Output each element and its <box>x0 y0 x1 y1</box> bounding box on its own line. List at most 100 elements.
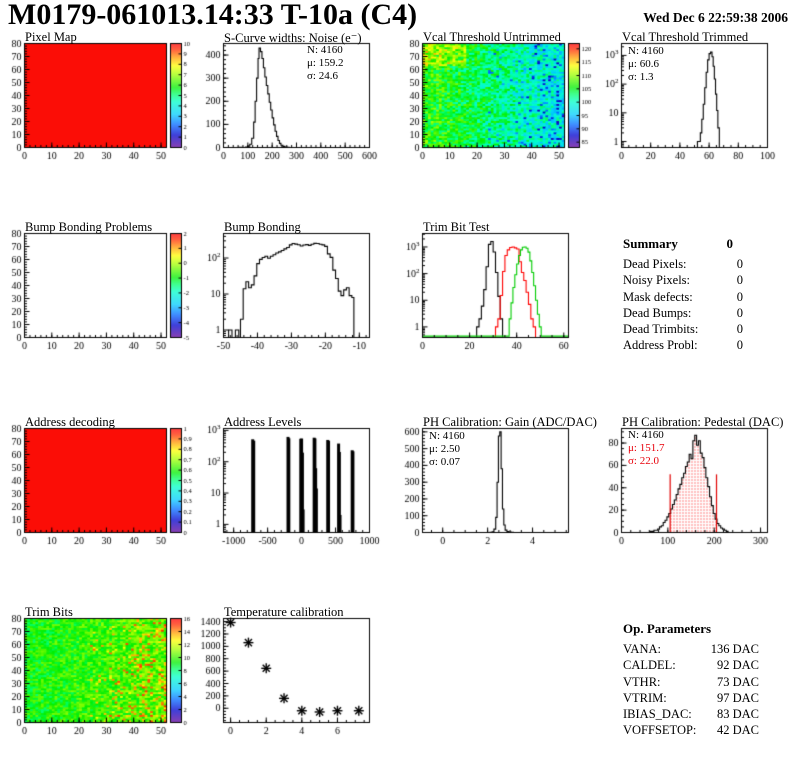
trim-bits-chart <box>0 605 199 740</box>
op-param-value: 97 DAC <box>716 690 759 705</box>
op-param-value: 73 DAC <box>716 674 759 689</box>
stat-mean: μ: 159.2 <box>307 57 344 69</box>
stats-box: N: 4160 μ: 2.50 σ: 0.07 <box>429 430 465 469</box>
op-param-value: 83 DAC <box>716 707 759 722</box>
address-decoding-chart <box>0 415 199 550</box>
stat-mean: μ: 60.6 <box>628 58 659 70</box>
stats-box: N: 4160 μ: 159.2 σ: 24.6 <box>307 44 343 83</box>
stat-entries: N: 4160 <box>628 429 664 441</box>
bump-bonding-chart <box>199 220 398 355</box>
summary-row: Address Probl: 0 <box>623 337 743 353</box>
summary-label: Noisy Pixels: <box>623 273 691 288</box>
plot-title: S-Curve widths: Noise (e⁻) <box>224 31 362 45</box>
op-param-label: VTHR: <box>623 674 661 689</box>
op-param-label: CALDEL: <box>623 658 676 673</box>
plot-title: Trim Bits <box>25 605 73 619</box>
plot-title: Temperature calibration <box>224 605 344 619</box>
plot-title: PH Calibration: Gain (ADC/DAC) <box>423 415 597 429</box>
timestamp: Wed Dec 6 22:59:38 2006 <box>643 10 788 25</box>
op-param-row: VTHR: 73 DAC <box>623 674 759 690</box>
plot-title: Trim Bit Test <box>423 220 490 234</box>
plot-cell-temperature-calibration: Temperature calibration <box>199 605 398 757</box>
summary-row: Dead Pixels: 0 <box>623 256 743 272</box>
address-levels-chart <box>199 415 398 550</box>
summary-total: 0 <box>726 236 734 251</box>
plot-cell-vcal-trimmed: Vcal Threshold Trimmed N: 4160 μ: 60.6 σ… <box>597 30 796 182</box>
op-param-label: VANA: <box>623 642 661 656</box>
plot-cell-trimbit-test: Trim Bit Test <box>398 220 597 372</box>
plot-title: Pixel Map <box>25 30 77 44</box>
summary-value: 0 <box>736 322 743 337</box>
summary-label: Dead Pixels: <box>623 257 687 271</box>
ph-gain-chart <box>398 415 597 550</box>
plot-title: Vcal Threshold Trimmed <box>622 30 749 44</box>
summary-value: 0 <box>736 257 743 271</box>
op-param-row: VTRIM: 97 DAC <box>623 690 759 706</box>
stat-mean: μ: 151.7 <box>628 442 665 454</box>
op-param-row: VANA: 136 DAC <box>623 641 759 657</box>
plot-cell-address-levels: Address Levels <box>199 415 398 567</box>
plot-cell-vcal-untrimmed: Vcal Threshold Untrimmed <box>398 30 597 182</box>
stat-sigma: σ: 22.0 <box>628 455 659 467</box>
plot-cell-address-decoding: Address decoding <box>0 415 199 567</box>
stat-sigma: σ: 0.07 <box>429 456 460 468</box>
ph-pedestal-chart <box>597 415 796 550</box>
op-param-value: 42 DAC <box>716 723 759 738</box>
stat-sigma: σ: 1.3 <box>628 71 654 83</box>
summary-label: Address Probl: <box>623 338 698 353</box>
op-param-label: VOFFSETOP: <box>623 723 697 738</box>
plot-title: PH Calibration: Pedestal (DAC) <box>622 415 784 429</box>
stat-entries: N: 4160 <box>628 45 664 57</box>
summary-title: Summary <box>623 236 678 251</box>
summary-label: Dead Bumps: <box>623 305 692 320</box>
pixel-map-chart <box>0 30 199 165</box>
op-param-row: IBIAS_DAC: 83 DAC <box>623 706 759 722</box>
temperature-calibration-chart <box>199 605 398 740</box>
summary-value: 0 <box>736 338 743 353</box>
summary-label: Dead Trimbits: <box>623 322 699 337</box>
op-param-value: 136 DAC <box>710 642 759 656</box>
plot-title: Vcal Threshold Untrimmed <box>423 30 561 44</box>
stat-entries: N: 4160 <box>307 44 343 56</box>
plot-cell-bump-problems: Bump Bonding Problems <box>0 220 199 372</box>
plot-title: Address decoding <box>25 415 115 429</box>
plot-cell-ph-gain: PH Calibration: Gain (ADC/DAC) N: 4160 μ… <box>398 415 597 567</box>
stat-sigma: σ: 24.6 <box>307 70 338 82</box>
summary-value: 0 <box>736 273 743 288</box>
plot-title: Bump Bonding Problems <box>25 220 153 234</box>
summary-header: Summary 0 <box>623 236 733 252</box>
bump-problems-chart <box>0 220 199 355</box>
plot-title: Bump Bonding <box>224 220 301 234</box>
summary-row: Dead Trimbits: 0 <box>623 321 743 337</box>
plot-cell-bump-bonding: Bump Bonding <box>199 220 398 372</box>
plot-cell-ph-pedestal: PH Calibration: Pedestal (DAC) N: 4160 μ… <box>597 415 796 567</box>
summary-row: Noisy Pixels: 0 <box>623 272 743 288</box>
plot-title: Address Levels <box>224 415 302 429</box>
vcal-untrimmed-chart <box>398 30 597 165</box>
stat-mean: μ: 2.50 <box>429 443 460 455</box>
summary-value: 0 <box>736 289 743 304</box>
scurve-noise-chart <box>199 30 398 165</box>
stats-box: N: 4160 μ: 60.6 σ: 1.3 <box>628 45 664 84</box>
op-param-row: VOFFSETOP: 42 DAC <box>623 722 759 738</box>
page-title: M0179-061013.14:33 T-10a (C4) <box>8 0 418 31</box>
summary-row: Dead Bumps: 0 <box>623 305 743 321</box>
summary-panel: Summary 0 Dead Pixels: 0 Noisy Pixels: 0 M… <box>597 220 796 372</box>
plot-cell-pixel-map: Pixel Map <box>0 30 199 182</box>
op-param-row: CALDEL: 92 DAC <box>623 657 759 673</box>
op-param-label: VTRIM: <box>623 690 667 705</box>
summary-label: Mask defects: <box>623 289 693 304</box>
op-parameters-panel: Op. Parameters VANA: 136 DAC CALDEL: 92 DA… <box>597 605 796 757</box>
summary-value: 0 <box>736 305 743 320</box>
plot-cell-trim-bits: Trim Bits <box>0 605 199 757</box>
trimbit-test-chart <box>398 220 597 355</box>
plot-cell-scurve-noise: S-Curve widths: Noise (e⁻) N: 4160 μ: 15… <box>199 30 398 182</box>
stats-box: N: 4160 μ: 151.7 σ: 22.0 <box>628 429 664 468</box>
op-param-value: 92 DAC <box>716 658 759 673</box>
stat-entries: N: 4160 <box>429 430 465 442</box>
summary-row: Mask defects: 0 <box>623 289 743 305</box>
op-parameters-title: Op. Parameters <box>623 621 712 636</box>
vcal-trimmed-chart <box>597 30 796 165</box>
op-param-label: IBIAS_DAC: <box>623 707 692 722</box>
